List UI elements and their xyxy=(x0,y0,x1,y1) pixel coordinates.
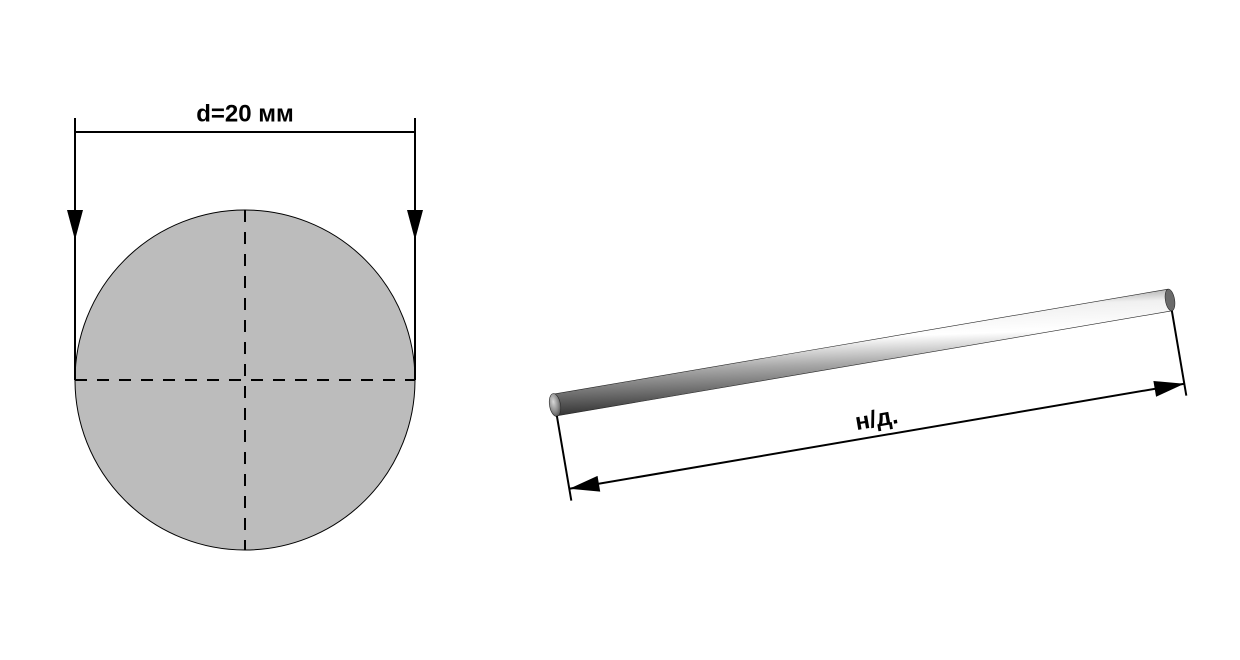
diameter-arrow-right xyxy=(407,210,423,240)
length-arrow-left xyxy=(569,476,600,492)
diameter-arrow-left xyxy=(67,210,83,240)
length-arrow-right xyxy=(1153,381,1184,397)
rod-body xyxy=(553,289,1172,416)
length-label: н/д. xyxy=(853,402,900,436)
rod-group: н/д. xyxy=(548,288,1187,500)
diagram-canvas: d=20 мм xyxy=(0,0,1240,660)
diameter-label: d=20 мм xyxy=(196,100,294,127)
cross-section-group: d=20 мм xyxy=(67,100,423,550)
length-dim-line xyxy=(569,384,1184,489)
